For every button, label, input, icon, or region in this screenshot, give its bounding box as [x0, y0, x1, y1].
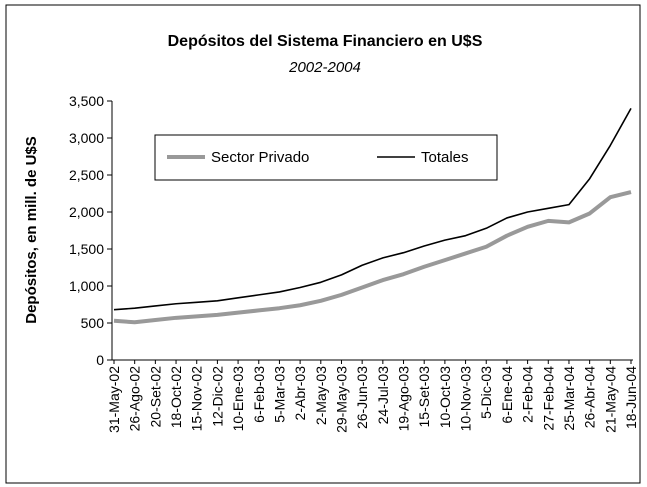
x-tick-label: 26-Abr-04	[582, 366, 598, 428]
x-tick-label: 10-Nov-03	[458, 366, 474, 432]
x-tick-label: 2-May-03	[313, 366, 329, 425]
x-tick-label: 5-Mar-03	[271, 366, 287, 423]
x-tick-label: 29-May-03	[333, 366, 349, 433]
y-tick-label: 2,000	[69, 204, 104, 220]
x-tick-label: 6-Ene-04	[499, 366, 515, 424]
chart-subtitle: 2002-2004	[288, 59, 361, 76]
x-tick-label: 24-Jul-03	[375, 366, 391, 425]
x-tick-label: 5-Dic-03	[478, 366, 494, 419]
x-tick-label: 26-Ago-02	[127, 366, 143, 432]
x-tick-label: 12-Dic-02	[209, 366, 225, 427]
chart-title: Depósitos del Sistema Financiero en U$S	[168, 33, 483, 50]
x-tick-label: 6-Feb-03	[251, 366, 267, 423]
legend-box	[154, 134, 498, 181]
x-tick-label: 15-Nov-02	[189, 366, 205, 432]
x-tick-label: 2-Abr-03	[292, 366, 308, 421]
y-axis-label: Depósitos, en mill. de U$S	[23, 136, 40, 324]
x-tick-label: 26-Jun-03	[354, 366, 370, 429]
x-tick-label: 21-May-04	[602, 366, 618, 433]
legend-label: Sector Privado	[211, 149, 309, 166]
y-tick-label: 0	[96, 352, 104, 368]
x-tick-label: 15-Set-03	[416, 366, 432, 428]
x-tick-label: 2-Feb-04	[520, 366, 536, 423]
y-tick-label: 1,000	[69, 278, 104, 294]
x-tick-label: 18-Jun-04	[623, 366, 639, 429]
y-tick-label: 500	[81, 315, 105, 331]
series-line	[113, 108, 632, 311]
y-tick-label: 3,500	[69, 93, 104, 109]
x-tick-label: 10-Ene-03	[230, 366, 246, 432]
y-tick-label: 2,500	[69, 167, 104, 183]
y-tick-label: 3,000	[69, 130, 104, 146]
y-tick-label: 1,500	[69, 241, 104, 257]
x-tick-label: 31-May-02	[106, 366, 122, 433]
series-line	[113, 190, 632, 325]
x-tick-label: 18-Oct-02	[168, 366, 184, 428]
x-tick-label: 20-Set-02	[147, 366, 163, 428]
x-tick-label: 19-Ago-03	[396, 366, 412, 432]
x-tick-label: 25-Mar-04	[561, 366, 577, 431]
x-tick-label: 10-Oct-03	[437, 366, 453, 428]
legend-label: Totales	[421, 149, 469, 166]
x-tick-label: 27-Feb-04	[540, 366, 556, 431]
